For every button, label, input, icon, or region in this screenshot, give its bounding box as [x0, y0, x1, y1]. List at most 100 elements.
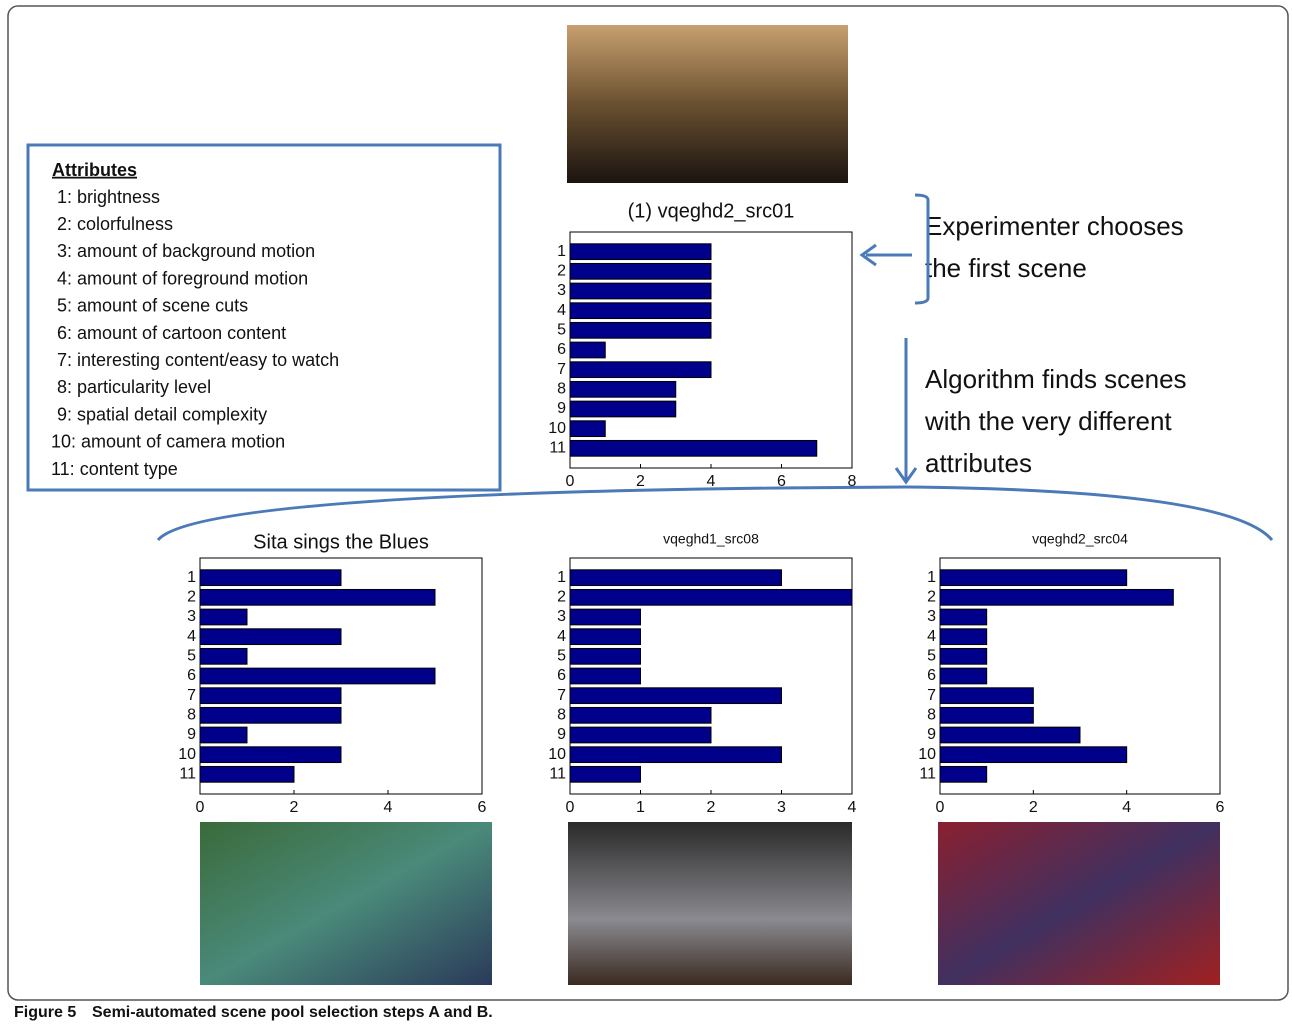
bar — [199, 687, 342, 705]
x-tick-label: 8 — [848, 473, 857, 490]
annotation: Experimenter chooses — [925, 211, 1184, 241]
bar — [569, 706, 712, 724]
y-tick-label: 9 — [187, 726, 196, 743]
bar — [939, 765, 988, 783]
y-tick-label: 6 — [557, 667, 566, 684]
bar — [569, 588, 853, 606]
y-tick-label: 11 — [549, 766, 566, 783]
attribute-item: 8: particularity level — [57, 377, 211, 397]
y-tick-label: 10 — [548, 746, 566, 763]
bar — [569, 687, 782, 705]
bar — [569, 726, 712, 744]
bar — [939, 588, 1174, 606]
bar — [569, 282, 712, 300]
y-tick-label: 4 — [557, 628, 566, 645]
y-tick-label: 2 — [557, 263, 566, 280]
attribute-item: 1: brightness — [57, 187, 160, 207]
y-tick-label: 7 — [557, 361, 566, 378]
x-tick-label: 0 — [566, 473, 575, 490]
scene-image — [938, 822, 1220, 985]
attribute-item: 2: colorfulness — [57, 214, 173, 234]
bar — [199, 569, 342, 587]
y-tick-label: 1 — [557, 569, 566, 586]
bar — [569, 243, 712, 261]
bar — [939, 687, 1034, 705]
x-tick-label: 4 — [384, 799, 393, 816]
y-tick-label: 7 — [557, 687, 566, 704]
y-tick-label: 2 — [187, 589, 196, 606]
y-tick-label: 9 — [557, 400, 566, 417]
attribute-item: 9: spatial detail complexity — [57, 404, 267, 424]
bar — [939, 726, 1081, 744]
chart-title: (1) vqeghd2_src01 — [628, 200, 795, 222]
attribute-item: 6: amount of cartoon content — [57, 323, 286, 343]
figure-frame — [7, 5, 1289, 1001]
scene-image — [200, 822, 492, 985]
bar — [569, 746, 782, 764]
y-tick-label: 5 — [927, 648, 936, 665]
y-tick-label: 6 — [557, 341, 566, 358]
y-tick-label: 10 — [548, 420, 566, 437]
plot-frame — [199, 557, 483, 795]
bar — [569, 608, 641, 626]
y-tick-label: 5 — [557, 322, 566, 339]
y-tick-label: 1 — [187, 569, 196, 586]
y-tick-label: 10 — [178, 746, 196, 763]
y-tick-label: 1 — [557, 243, 566, 260]
y-tick-label: 9 — [927, 726, 936, 743]
bar — [199, 608, 248, 626]
chart-title: Sita sings the Blues — [253, 531, 429, 553]
bar — [199, 765, 295, 783]
plot-frame — [939, 557, 1221, 795]
bar — [939, 746, 1128, 764]
y-tick-label: 11 — [919, 766, 936, 783]
bar — [939, 628, 988, 646]
x-tick-label: 0 — [196, 799, 205, 816]
y-tick-label: 4 — [927, 628, 936, 645]
attribute-item: 5: amount of scene cuts — [57, 296, 248, 316]
bar — [569, 341, 606, 359]
bar — [939, 667, 988, 685]
y-tick-label: 5 — [187, 648, 196, 665]
attributes-list: 1: brightness 2: colorfulness 3: amount of… — [51, 187, 339, 479]
chart-title: vqeghd1_src08 — [663, 531, 759, 547]
bar — [569, 420, 606, 438]
x-tick-label: 0 — [936, 799, 945, 816]
attribute-item: 4: amount of foreground motion — [57, 268, 308, 288]
y-tick-label: 3 — [557, 608, 566, 625]
annotation: Algorithm finds scenes — [925, 364, 1187, 394]
bar — [939, 608, 988, 626]
y-tick-label: 4 — [557, 302, 566, 319]
x-tick-label: 4 — [848, 799, 857, 816]
y-tick-label: 4 — [187, 628, 196, 645]
scene-image — [568, 822, 852, 985]
bar — [569, 361, 712, 379]
bar — [569, 569, 782, 587]
y-tick-label: 9 — [557, 726, 566, 743]
x-tick-label: 6 — [1216, 799, 1225, 816]
bar — [569, 439, 818, 457]
y-tick-label: 2 — [927, 589, 936, 606]
attributes-box — [26, 143, 502, 492]
brace — [156, 485, 1274, 542]
bar — [569, 628, 641, 646]
arrow-head — [859, 243, 877, 267]
bar — [569, 302, 712, 320]
bar — [199, 726, 248, 744]
y-tick-label: 3 — [927, 608, 936, 625]
annotations: Experimenter chooses the first scene Algor… — [924, 211, 1187, 478]
y-tick-label: 5 — [557, 648, 566, 665]
bar — [939, 647, 988, 665]
x-tick-label: 0 — [566, 799, 575, 816]
y-tick-label: 8 — [557, 381, 566, 398]
bar — [569, 765, 641, 783]
y-tick-label: 1 — [927, 569, 936, 586]
bar — [939, 706, 1034, 724]
bar — [569, 400, 677, 418]
attribute-item: 11: content type — [51, 459, 178, 479]
y-tick-label: 8 — [927, 707, 936, 724]
bar — [569, 262, 712, 280]
attributes-title: Attributes — [52, 160, 137, 180]
arrow-head — [894, 467, 918, 485]
